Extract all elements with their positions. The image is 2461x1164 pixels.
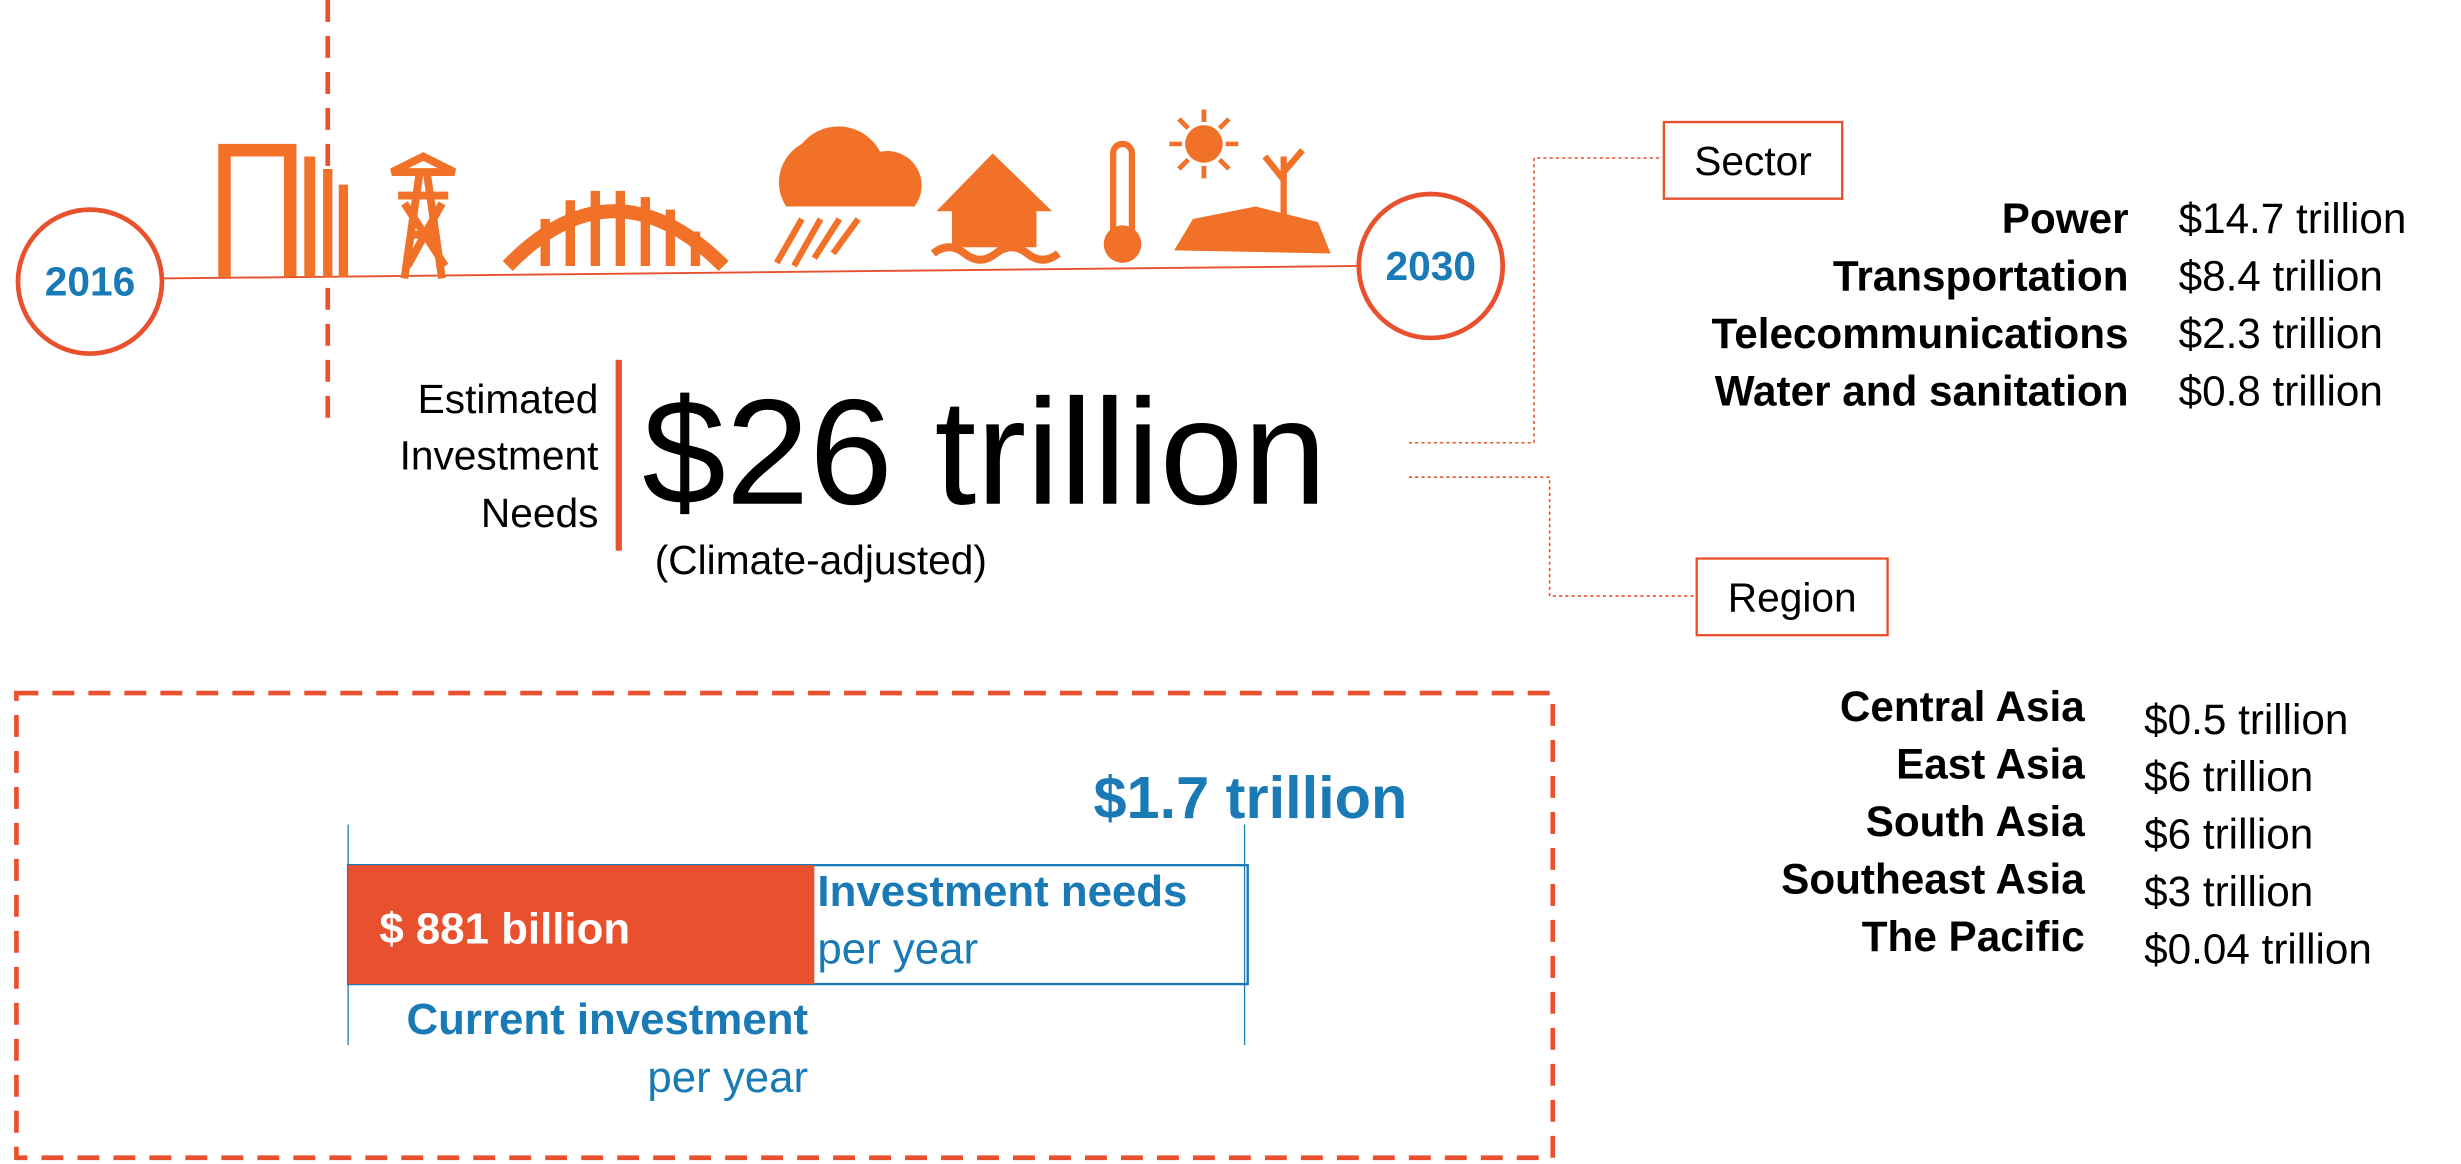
region-name: South Asia — [1866, 798, 2086, 845]
region-name: The Pacific — [1862, 913, 2085, 960]
lists: Power $14.7 trillion Transportation $8.4 tr… — [1712, 195, 2407, 972]
region-value: $6 trillion — [2144, 811, 2313, 858]
needs-label: $1.7 trillion — [1093, 764, 1407, 831]
start-year: 2016 — [45, 259, 135, 305]
headline-amount: $26 trillion — [642, 368, 1327, 536]
icons — [218, 109, 1331, 280]
current-subtitle: per year — [647, 1053, 808, 1102]
region-title: Region — [1728, 575, 1857, 621]
current-bar — [348, 865, 815, 985]
connector — [1408, 476, 1697, 597]
needs-title: Investment needs — [817, 867, 1187, 916]
headline-label: Needs — [481, 490, 599, 536]
end-year: 2030 — [1386, 243, 1476, 289]
sector-value: $0.8 trillion — [2179, 367, 2383, 414]
investment-bars: $ 881 billion $1.7 trillion Investment nee… — [346, 764, 1407, 1102]
accent-bar — [615, 359, 622, 551]
end-circle — [1356, 191, 1506, 341]
region-name: Southeast Asia — [1781, 855, 2085, 902]
sector-title: Sector — [1694, 138, 1812, 184]
region-value: $0.04 trillion — [2144, 925, 2372, 972]
sector-value: $8.4 trillion — [2179, 253, 2383, 300]
sector-value: $2.3 trillion — [2179, 310, 2383, 357]
region-box — [1695, 557, 1889, 637]
region-name: East Asia — [1896, 741, 2085, 788]
timeline — [160, 265, 1359, 280]
start-circle — [15, 207, 165, 356]
sector-name: Water and sanitation — [1715, 367, 2129, 414]
region-value: $6 trillion — [2144, 753, 2313, 800]
sector-name: Telecommunications — [1712, 310, 2129, 357]
current-label: $ 881 billion — [379, 904, 630, 953]
needs-subtitle: per year — [817, 925, 978, 974]
region-value: $3 trillion — [2144, 868, 2313, 915]
sector-box — [1662, 120, 1844, 200]
headline-label: Estimated — [418, 376, 599, 422]
investment-box — [14, 690, 1556, 1161]
region-value: $0.5 trillion — [2144, 696, 2348, 743]
sector-value: $14.7 trillion — [2179, 195, 2407, 242]
sector-name: Transportation — [1833, 253, 2129, 300]
headline-note: (Climate-adjusted) — [655, 537, 987, 583]
region-name: Central Asia — [1840, 683, 2085, 730]
headline-label: Investment — [400, 432, 599, 478]
sector-name: Power — [2002, 195, 2129, 242]
current-title: Current investment — [407, 995, 809, 1044]
